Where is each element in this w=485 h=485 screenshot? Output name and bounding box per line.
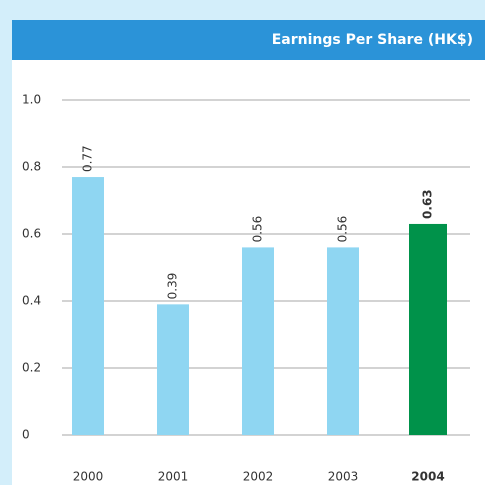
x-tick-label: 2003 xyxy=(328,470,359,484)
y-tick-label: 0.4 xyxy=(22,294,41,308)
chart-title: Earnings Per Share (HK$) xyxy=(272,32,473,48)
x-tick-label: 2001 xyxy=(158,470,189,484)
bar xyxy=(242,247,274,435)
bar xyxy=(327,247,359,435)
y-tick-label: 0.2 xyxy=(22,361,41,375)
x-tick-label: 2000 xyxy=(73,470,104,484)
bar xyxy=(72,177,104,436)
value-label: 0.39 xyxy=(166,273,180,300)
y-tick-label: 1.0 xyxy=(22,93,41,107)
bar xyxy=(157,304,189,435)
bar xyxy=(409,223,447,435)
y-tick-label: 0.6 xyxy=(22,227,41,241)
x-tick-label: 2002 xyxy=(243,470,274,484)
value-label: 0.56 xyxy=(336,216,350,243)
y-tick-label: 0.8 xyxy=(22,160,41,174)
value-label: 0.63 xyxy=(421,189,435,219)
header-bar xyxy=(12,20,485,60)
y-tick-label: 0 xyxy=(22,428,30,442)
value-label: 0.77 xyxy=(81,145,95,172)
value-label: 0.56 xyxy=(251,216,265,243)
x-tick-label: 2004 xyxy=(411,470,444,484)
